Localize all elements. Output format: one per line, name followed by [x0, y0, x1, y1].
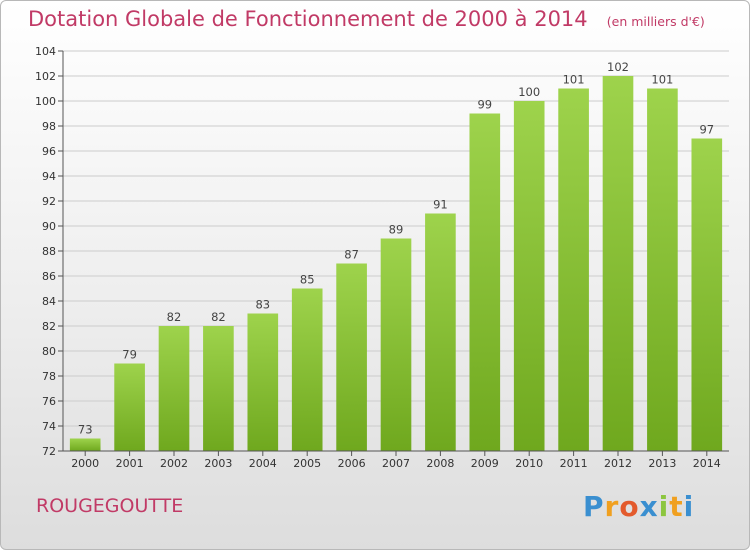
bar [602, 76, 634, 451]
bar [203, 326, 234, 451]
x-tick-label: 2006 [338, 457, 366, 470]
bar [647, 88, 678, 451]
x-tick-label: 2010 [515, 457, 543, 470]
x-tick-label: 2005 [293, 457, 321, 470]
bar [691, 138, 723, 451]
data-label: 82 [211, 310, 226, 324]
x-tick-label: 2002 [160, 457, 188, 470]
bars: 73 79 82 82 83 85 87 89 91 99 100 101 102 101 97 [69, 60, 723, 451]
bar [558, 88, 589, 451]
y-axis: 72 74 76 78 80 82 84 86 88 90 92 94 96 98 100 102 104 [35, 45, 64, 458]
x-tick-label: 2001 [116, 457, 144, 470]
x-tick-label: 2004 [249, 457, 277, 470]
y-tick-label: 96 [42, 145, 56, 158]
bar [380, 238, 412, 451]
x-tick-label: 2000 [71, 457, 99, 470]
bar [469, 113, 501, 451]
y-tick-label: 74 [42, 420, 56, 433]
y-tick-label: 76 [42, 395, 56, 408]
y-tick-label: 90 [42, 220, 56, 233]
data-label: 101 [651, 73, 673, 87]
data-label: 79 [122, 348, 137, 362]
logo-letter: x [639, 490, 659, 523]
y-tick-label: 100 [35, 95, 56, 108]
data-label: 97 [699, 123, 714, 137]
proxiti-logo[interactable]: Proxiti [583, 490, 694, 523]
y-tick-label: 80 [42, 345, 56, 358]
chart-title: Dotation Globale de Fonctionnement de 20… [28, 7, 588, 31]
data-label: 87 [344, 248, 359, 262]
chart-subtitle: (en milliers d'€) [606, 14, 705, 29]
data-label: 85 [300, 273, 315, 287]
data-label: 91 [433, 198, 448, 212]
logo-letter: o [619, 490, 640, 523]
x-tick-label: 2013 [648, 457, 676, 470]
bar [291, 288, 323, 451]
data-label: 99 [477, 98, 492, 112]
data-label: 89 [389, 223, 404, 237]
logo-letter: i [658, 490, 670, 523]
y-tick-label: 86 [42, 270, 56, 283]
logo-letter: P [583, 490, 605, 523]
x-tick-label: 2011 [560, 457, 588, 470]
y-tick-label: 102 [35, 70, 56, 83]
y-tick-label: 88 [42, 245, 56, 258]
bar [513, 101, 545, 451]
data-label: 73 [78, 423, 93, 437]
x-tick-label: 2014 [693, 457, 721, 470]
y-tick-label: 104 [35, 45, 56, 58]
title-row: Dotation Globale de Fonctionnement de 20… [28, 7, 705, 31]
commune-name: ROUGEGOUTTE [36, 495, 184, 517]
x-tick-label: 2012 [604, 457, 632, 470]
y-tick-label: 92 [42, 195, 56, 208]
y-tick-label: 84 [42, 295, 56, 308]
x-tick-label: 2008 [426, 457, 454, 470]
y-tick-label: 94 [42, 170, 56, 183]
bar [158, 326, 190, 451]
bar [336, 263, 367, 451]
logo-letter: t [669, 490, 684, 523]
y-tick-label: 98 [42, 120, 56, 133]
data-label: 102 [607, 60, 629, 74]
x-tick-label: 2009 [471, 457, 499, 470]
y-tick-label: 82 [42, 320, 56, 333]
x-tick-label: 2003 [204, 457, 232, 470]
bar [69, 438, 101, 451]
data-label: 100 [518, 85, 540, 99]
bar [425, 213, 456, 451]
bar [114, 363, 145, 451]
y-tick-label: 78 [42, 370, 56, 383]
data-label: 101 [563, 73, 585, 87]
logo-letter: i [683, 490, 695, 523]
logo-letter: r [604, 490, 620, 523]
y-tick-label: 72 [42, 445, 56, 458]
x-tick-label: 2007 [382, 457, 410, 470]
x-axis: 2000 2001 2002 2003 2004 2005 2006 2007 2008 2009… [63, 450, 729, 470]
data-label: 83 [255, 298, 270, 312]
data-label: 82 [167, 310, 182, 324]
bar [247, 313, 279, 451]
